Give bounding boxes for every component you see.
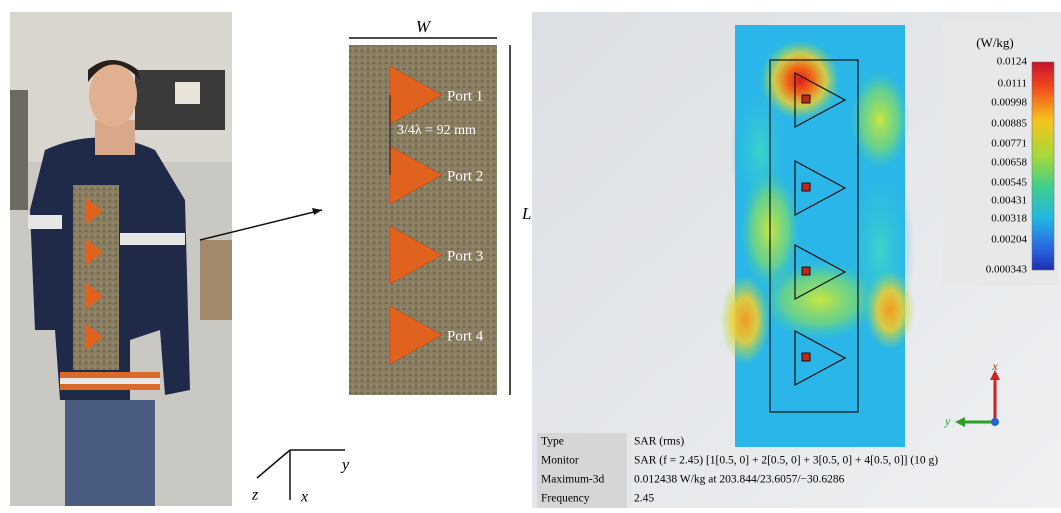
length-label: L (521, 204, 531, 223)
colorbar-label: 0.00771 (991, 138, 1027, 150)
colorbar-label: 0.00885 (991, 118, 1027, 130)
photo (10, 12, 322, 506)
colorbar-label: 0.00998 (991, 97, 1027, 109)
colorbar-label: 0.00318 (991, 213, 1027, 225)
axis-label: y (944, 414, 951, 428)
colorbar-title: (W/kg) (976, 35, 1014, 50)
table-key: Type (541, 436, 564, 448)
width-label: W (416, 17, 432, 36)
colorbar-label: 0.00545 (991, 177, 1027, 189)
port-label: Port 3 (447, 248, 483, 264)
axis-label: x (300, 489, 308, 506)
port-label: Port 4 (447, 328, 484, 344)
figure: W L 3/4λ = 92 mm Port 1 Port 2 Port 3 Po… (0, 0, 1061, 508)
colorbar-label: 0.0111 (998, 78, 1027, 90)
table-key: Frequency (541, 493, 590, 505)
port-label: Port 2 (447, 168, 483, 184)
table-value: SAR (f = 2.45) [1[0.5, 0] + 2[0.5, 0] + … (634, 455, 938, 467)
table-key: Maximum-3d (541, 474, 604, 486)
table-value: 0.012438 W/kg at 203.844/23.6057/−30.628… (634, 474, 845, 486)
simulation: (W/kg) 0.0124 0.0111 0.00998 0.00885 0.00771… (532, 12, 1061, 508)
spacing-label: 3/4λ = 92 mm (397, 123, 476, 138)
axis-label: z (251, 487, 259, 504)
table-key: Monitor (541, 455, 579, 467)
colorbar-label: 0.00204 (991, 234, 1027, 246)
table-value: 2.45 (634, 493, 654, 505)
axis-label: x (991, 359, 998, 373)
colorbar-label: 0.00658 (991, 157, 1027, 169)
antenna-board: W L 3/4λ = 92 mm Port 1 Port 2 Port 3 Po… (349, 17, 531, 395)
colorbar-label: 0.0124 (997, 56, 1028, 68)
axis-label: y (340, 457, 350, 474)
table-value: SAR (rms) (634, 436, 684, 448)
page: {"antenna": {"width_label": "W", "length… (0, 0, 1061, 508)
colorbar-label: 0.00431 (991, 195, 1027, 207)
colorbar-label: 0.000343 (986, 264, 1028, 276)
port-label: Port 1 (447, 88, 483, 104)
